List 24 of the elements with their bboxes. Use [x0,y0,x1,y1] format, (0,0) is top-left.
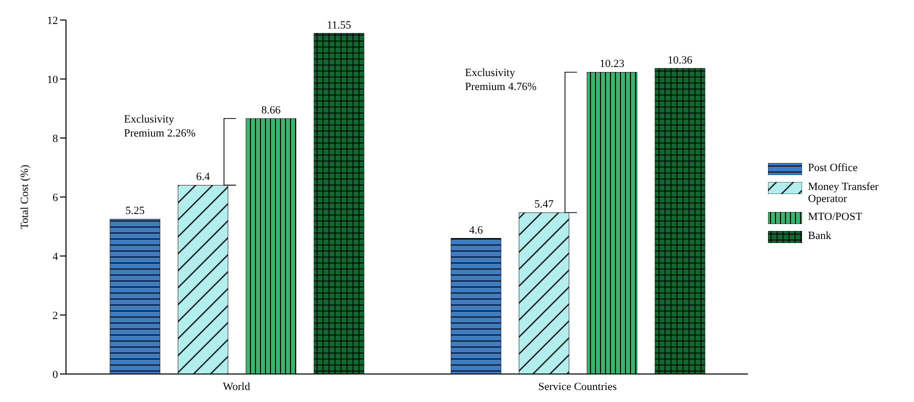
x-tick-label: World [222,380,251,393]
data-label: 10.36 [668,54,693,66]
data-label: 8.66 [261,104,282,117]
y-tick-label: 0 [52,368,58,381]
data-label: 6.4 [196,171,210,184]
data-label: 11.55 [326,19,352,32]
annotation: Exclusivity Premium 4.76% [465,67,536,94]
y-tick-label: 2 [52,310,58,322]
legend-label: Bank [808,230,832,242]
x-tick-label: Service Countries [538,380,617,393]
data-label: 10.23 [600,58,625,70]
y-tick-label: 12 [47,14,58,27]
y-tick-label: 10 [47,74,58,86]
data-label: 5.25 [125,205,146,218]
data-label: 4.6 [469,224,484,236]
data-label: 5.47 [534,198,554,211]
y-axis-title: Total Cost (%) [18,164,31,230]
legend-label: Money Transfer Operator [808,180,880,204]
legend-label: Post Office [808,162,859,174]
legend-label: MTO/POST [808,210,864,222]
annotation: Exclusivity Premium 2.26% [124,114,196,140]
y-tick-label: 6 [52,192,58,204]
y-tick-label: 8 [52,132,58,145]
y-tick-label: 4 [52,250,58,263]
